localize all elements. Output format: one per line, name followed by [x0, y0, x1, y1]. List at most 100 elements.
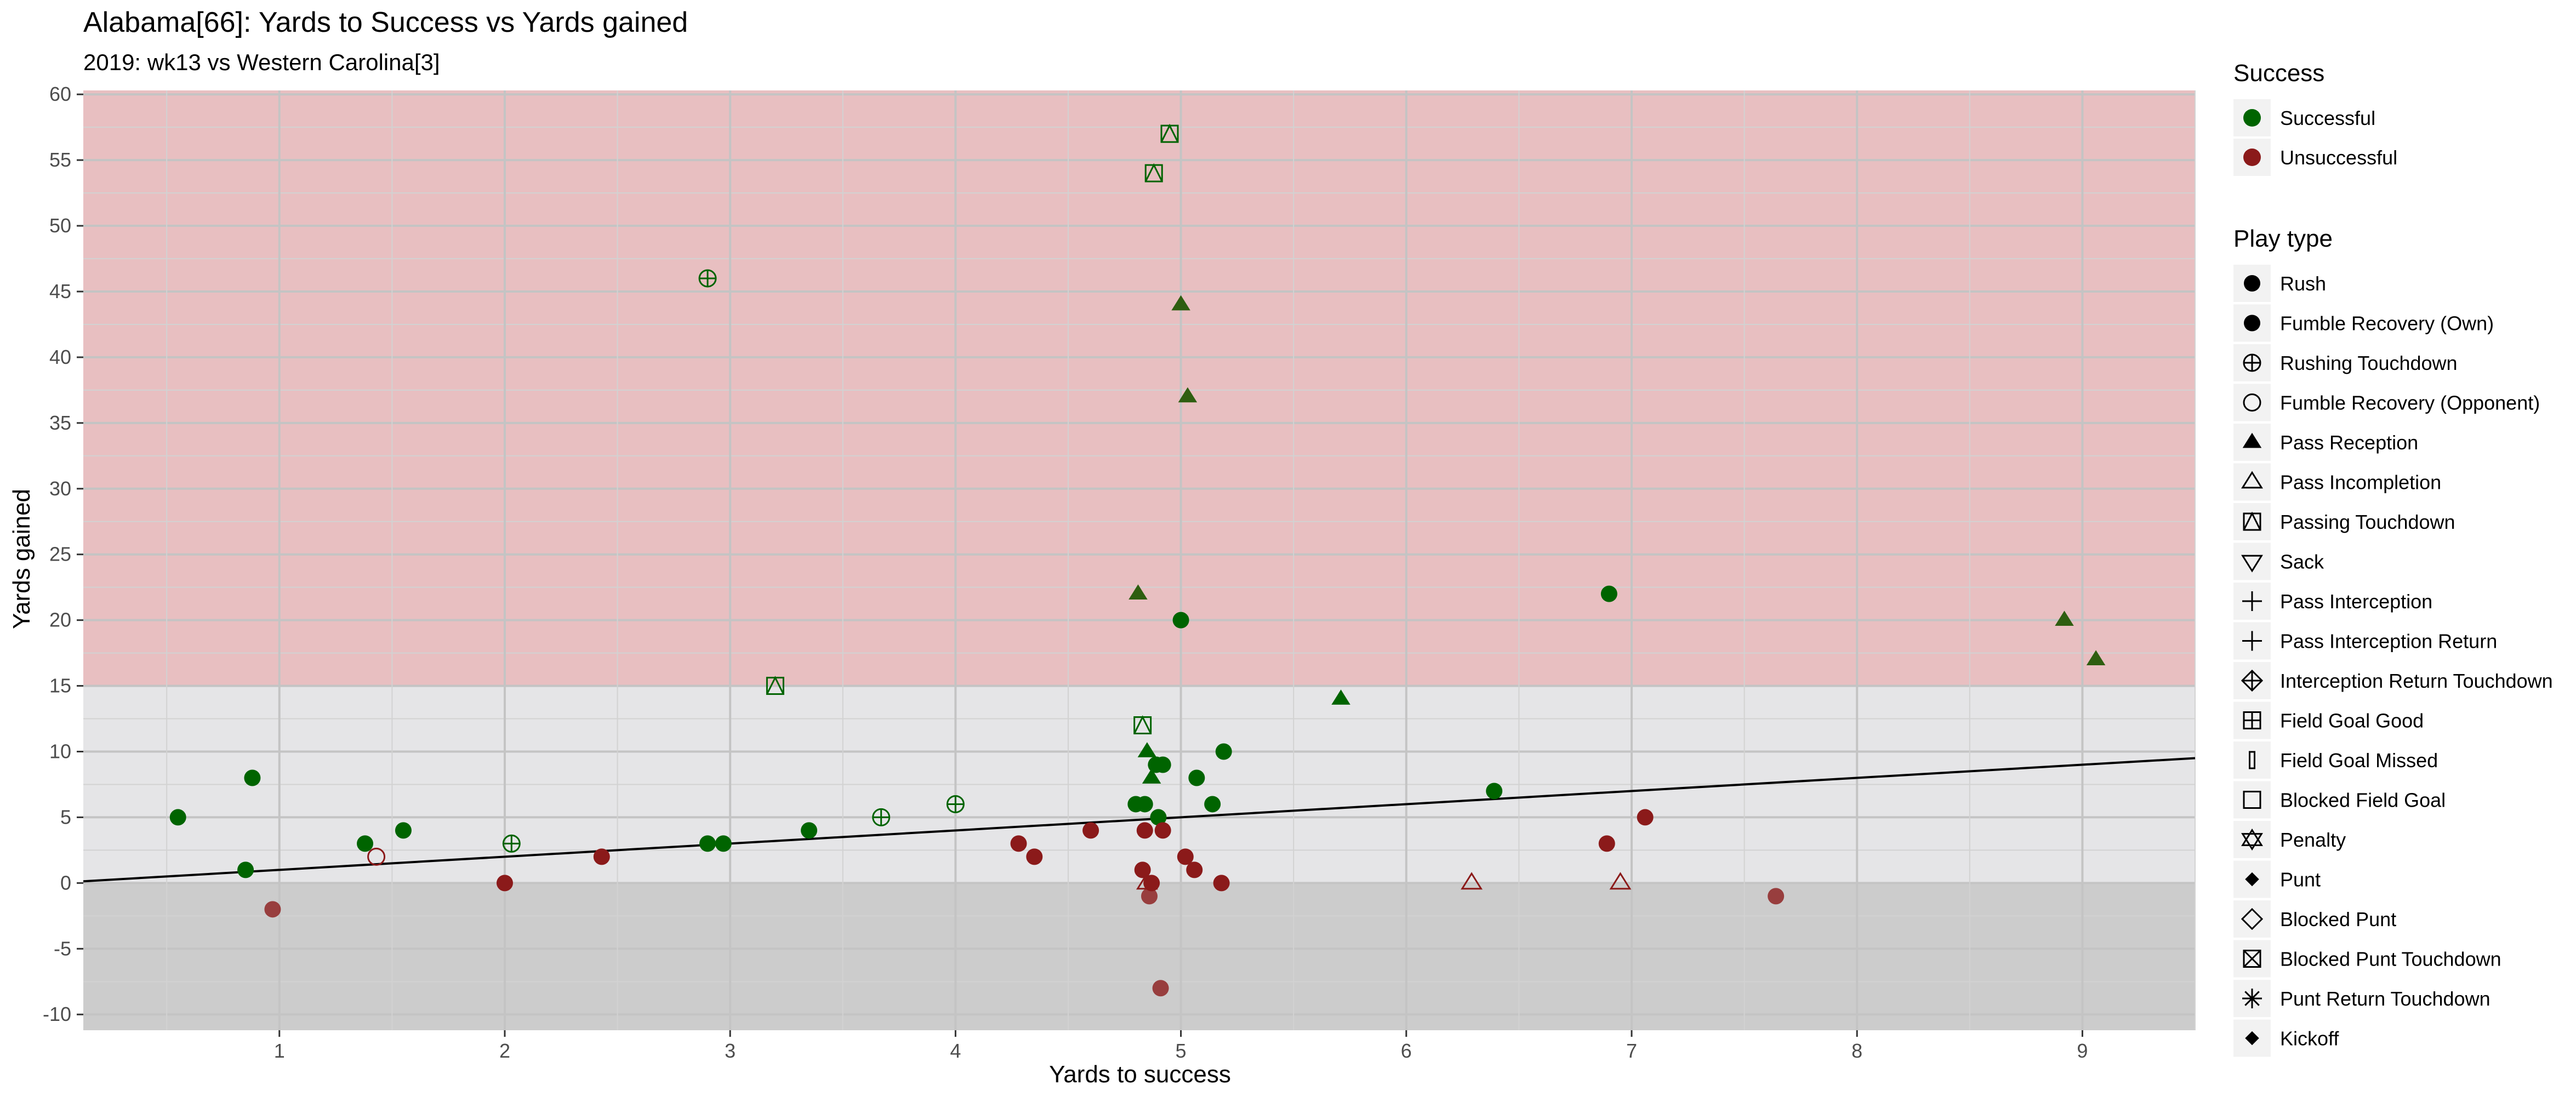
trend-line	[83, 757, 2196, 883]
legend-key-bg	[2233, 741, 2271, 779]
data-point	[1154, 822, 1171, 839]
data-point	[244, 769, 261, 786]
legend-label: Rush	[2280, 272, 2326, 295]
data-point	[2086, 650, 2106, 665]
legend-key-bg	[2233, 543, 2271, 580]
data-point	[169, 809, 186, 826]
legend-label: Penalty	[2280, 829, 2346, 851]
data-point	[1026, 848, 1043, 865]
data-point	[1142, 768, 1161, 784]
y-tick-label: 0	[60, 871, 71, 894]
y-tick-label: 50	[49, 214, 71, 237]
data-point	[1331, 689, 1350, 705]
legend-shape-icon	[2243, 711, 2261, 729]
data-point	[1609, 872, 1632, 890]
legend-label: Passing Touchdown	[2280, 511, 2455, 533]
legend-shape-icon	[2243, 393, 2261, 412]
data-point	[593, 848, 610, 865]
legend-label: Unsuccessful	[2280, 146, 2397, 169]
data-point	[357, 835, 374, 852]
data-point	[1136, 796, 1153, 813]
data-point	[1160, 123, 1179, 143]
legend-key-bg	[2233, 384, 2271, 421]
data-point	[1768, 888, 1785, 905]
legend-key-bg	[2233, 781, 2271, 819]
legend-label: Blocked Punt Touchdown	[2280, 948, 2501, 971]
legend-key-bg	[2233, 900, 2271, 938]
data-point	[395, 822, 412, 839]
y-tick-label: 30	[49, 477, 71, 500]
y-tick-label: 25	[49, 543, 71, 566]
legend-shape-icon	[2243, 511, 2261, 531]
chart-subtitle: 2019: wk13 vs Western Carolina[3]	[83, 49, 440, 75]
data-point	[1010, 835, 1027, 852]
data-points	[169, 123, 2106, 997]
legend-label: Field Goal Good	[2280, 710, 2424, 732]
legend-label: Sack	[2280, 551, 2324, 573]
data-point	[1215, 743, 1232, 760]
band-2	[83, 883, 2195, 1030]
legend-play-type-title: Play type	[2233, 225, 2333, 252]
legend-shape-icon	[2243, 950, 2261, 968]
data-point	[766, 676, 784, 695]
data-point	[946, 795, 965, 813]
legend-shape-icon	[2245, 1031, 2259, 1046]
data-point	[1598, 835, 1615, 852]
data-point	[1486, 783, 1503, 800]
data-point	[1152, 980, 1169, 997]
y-tick-label: 20	[49, 609, 71, 631]
data-point	[699, 835, 716, 852]
x-tick-label: 3	[725, 1040, 736, 1062]
legend-shape-icon	[2243, 791, 2261, 809]
y-tick-label: 55	[49, 149, 71, 171]
x-tick-label: 6	[1401, 1040, 1412, 1062]
data-point	[1143, 875, 1160, 892]
legend-shape-icon	[2242, 432, 2262, 448]
y-axis-ticks: -10 -5 0 5 10 15 20 25 30 35 40 45 50 55 60	[43, 83, 83, 1025]
legend-success-title: Success	[2233, 60, 2324, 87]
x-tick-label: 1	[274, 1040, 285, 1062]
legend-swatch	[2243, 149, 2261, 166]
data-point	[1136, 822, 1153, 839]
data-point	[1154, 756, 1171, 773]
y-tick-label: 5	[60, 806, 71, 828]
legend-key-bg	[2233, 821, 2271, 858]
y-axis-title: Yards gained	[8, 489, 35, 629]
legend-label: Punt Return Touchdown	[2280, 987, 2490, 1010]
legend-label: Blocked Punt	[2280, 908, 2396, 931]
legend-label: Blocked Field Goal	[2280, 789, 2446, 812]
y-tick-label: 60	[49, 83, 71, 105]
data-point	[1171, 295, 1190, 311]
data-point	[264, 901, 281, 918]
data-point	[2055, 610, 2074, 626]
legend-label: Fumble Recovery (Opponent)	[2280, 392, 2540, 414]
y-tick-label: 45	[49, 280, 71, 302]
legend-shape-icon	[2244, 275, 2260, 292]
data-point	[698, 269, 717, 288]
data-point	[1141, 888, 1158, 905]
data-point	[872, 808, 891, 826]
y-tick-label: 15	[49, 675, 71, 697]
legend-shape-icon	[2242, 989, 2262, 1008]
x-tick-label: 2	[499, 1040, 510, 1062]
legend: Success Successful Unsuccessful Play type…	[2233, 60, 2553, 1057]
legend-key-bg	[2233, 503, 2271, 540]
data-point	[1082, 822, 1099, 839]
legend-shape-icon	[2249, 751, 2255, 769]
data-point	[1177, 848, 1194, 865]
data-point	[1172, 612, 1189, 629]
legend-shape-icon	[2241, 828, 2263, 851]
legend-swatch	[2243, 109, 2261, 127]
data-point	[1129, 584, 1148, 600]
data-point	[1213, 875, 1230, 892]
gridlines	[83, 90, 2196, 1030]
data-point	[1186, 861, 1203, 878]
data-point	[1461, 872, 1483, 890]
legend-label: Pass Interception Return	[2280, 630, 2497, 653]
y-tick-label: 35	[49, 412, 71, 434]
data-point	[367, 847, 386, 866]
x-tick-label: 5	[1176, 1040, 1187, 1062]
data-point	[237, 861, 254, 878]
data-point	[1150, 809, 1167, 826]
